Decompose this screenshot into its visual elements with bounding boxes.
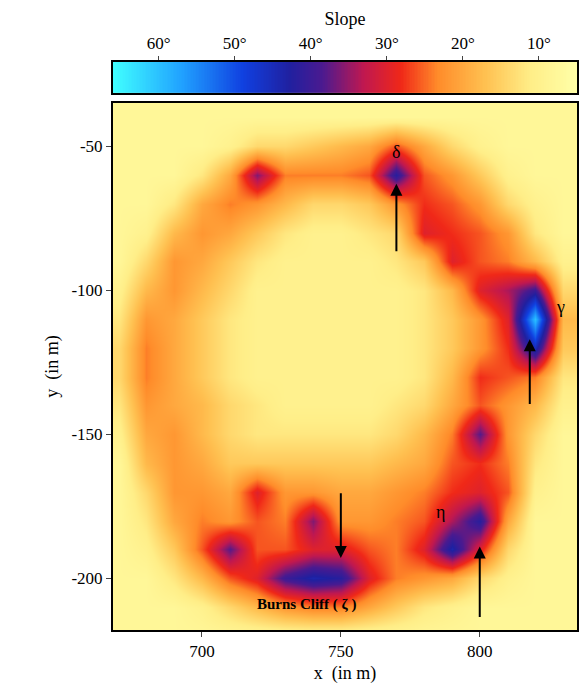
svg-text:30°: 30° [375, 34, 399, 53]
svg-text:800: 800 [467, 642, 493, 661]
svg-text:-150: -150 [71, 425, 102, 444]
svg-text:60°: 60° [147, 34, 171, 53]
svg-text:γ: γ [556, 297, 565, 317]
svg-text:Slope: Slope [324, 9, 365, 29]
svg-text:40°: 40° [299, 34, 323, 53]
svg-text:-100: -100 [71, 281, 102, 300]
svg-text:x (in m): x (in m) [314, 663, 377, 684]
svg-text:750: 750 [328, 642, 354, 661]
svg-text:y (in m): y (in m) [42, 335, 63, 398]
svg-text:-50: -50 [80, 137, 103, 156]
svg-text:20°: 20° [451, 34, 475, 53]
svg-text:Burns Cliff ( ζ ): Burns Cliff ( ζ ) [257, 596, 357, 613]
svg-text:δ: δ [392, 142, 400, 162]
svg-text:η: η [436, 502, 445, 522]
svg-text:700: 700 [189, 642, 215, 661]
svg-text:-200: -200 [71, 569, 102, 588]
svg-text:10°: 10° [527, 34, 551, 53]
svg-text:50°: 50° [223, 34, 247, 53]
